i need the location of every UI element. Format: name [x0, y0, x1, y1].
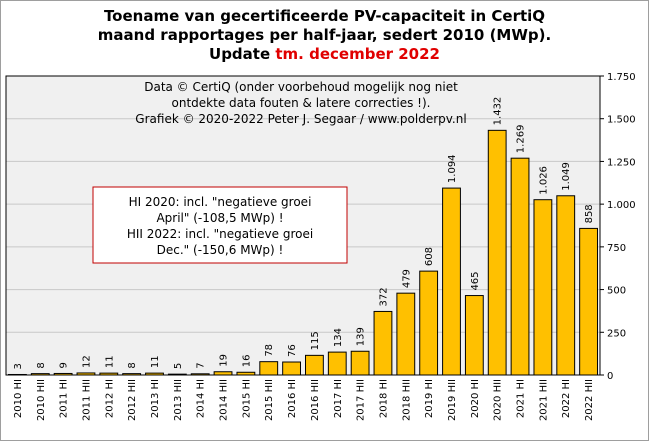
value-label: 11 — [150, 355, 161, 368]
bar — [510, 157, 530, 376]
x-tick-label: 2019 HII — [447, 379, 458, 421]
x-tick-label: 2012 HII — [127, 379, 138, 421]
note-box-line-3: HII 2022: incl. "negatieve groei — [127, 227, 313, 241]
bar — [442, 187, 461, 376]
x-tick-label: 2020 HI — [470, 379, 481, 418]
value-label: 8 — [127, 362, 138, 368]
value-label: 7 — [196, 362, 207, 368]
chart-title-line-1: Toename van gecertificeerde PV-capacitei… — [103, 7, 546, 25]
chart-title-update: Update tm. december 2022 — [0, 45, 649, 64]
x-tick-label: 2020 HII — [493, 379, 504, 421]
y-tick-label: 1.500 — [607, 115, 636, 126]
bar — [327, 351, 347, 376]
y-tick-labels: 0 250 500 750 1.000 1.250 1.500 1.750 — [607, 72, 636, 382]
plot-border — [5, 75, 601, 376]
x-tick-label: 2013 HI — [150, 379, 161, 418]
value-label: 19 — [219, 354, 230, 367]
note-box — [92, 186, 348, 264]
y-tick-label: 1.000 — [607, 200, 636, 211]
x-tick-label: 2017 HI — [333, 379, 344, 418]
annotations: Data © CertiQ (onder voorbehoud mogelijk… — [92, 80, 467, 264]
credit-line-1: Data © CertiQ (onder voorbehoud mogelijk… — [144, 80, 458, 94]
x-tick-label: 2018 HII — [401, 379, 412, 421]
bar — [556, 195, 576, 376]
bars — [8, 129, 598, 376]
bar — [579, 227, 598, 376]
x-tick-label: 2013 HII — [173, 379, 184, 421]
credit-line-3: Grafiek © 2020-2022 Peter J. Segaar / ww… — [135, 112, 466, 126]
value-label: 372 — [378, 287, 389, 306]
bar — [533, 199, 553, 376]
bar — [487, 129, 507, 376]
x-tick-label: 2021 HII — [538, 379, 549, 421]
value-label: 78 — [264, 344, 275, 357]
y-tick-label: 500 — [607, 286, 626, 297]
x-tick-label: 2015 HI — [241, 379, 252, 418]
y-tick-label: 250 — [607, 328, 626, 339]
value-label: 465 — [470, 271, 481, 290]
bar — [419, 270, 439, 376]
value-label: 16 — [241, 355, 252, 368]
value-label: 479 — [401, 269, 412, 288]
value-label: 139 — [356, 327, 367, 346]
value-label: 9 — [59, 362, 70, 368]
x-tick-label: 2015 HII — [264, 379, 275, 421]
value-label: 134 — [333, 328, 344, 347]
bar — [259, 361, 279, 376]
chart-title-line-2: maand rapportages per half-jaar, sedert … — [97, 26, 552, 44]
bar — [464, 295, 484, 376]
value-label: 608 — [424, 247, 435, 266]
x-tick-label: 2010 HII — [36, 379, 47, 421]
value-label: 3 — [13, 363, 24, 369]
bar — [282, 361, 301, 376]
x-tick-label: 2011 HII — [81, 379, 92, 421]
value-label: 1.432 — [493, 97, 504, 126]
x-tick-label: 2022 HII — [584, 379, 595, 421]
x-tick-label: 2012 HI — [104, 379, 115, 418]
x-tick-label: 2016 HI — [287, 379, 298, 418]
update-period: tm. december 2022 — [275, 45, 440, 63]
value-label: 76 — [287, 344, 298, 357]
note-box-line-1: HI 2020: incl. "negatieve groei — [129, 195, 312, 209]
y-tick-label: 1.250 — [607, 157, 636, 168]
value-label: 1.269 — [516, 125, 527, 154]
value-label: 1.094 — [447, 154, 458, 183]
x-tick-labels: 2010 HI 2010 HII 2011 HI 2011 HII 2012 HI 201… — [13, 379, 595, 421]
x-tick-label: 2014 HII — [219, 379, 230, 421]
x-tick-label: 2016 HII — [310, 379, 321, 421]
note-box-line-4: Dec." (-150,6 MWp) ! — [157, 243, 284, 257]
y-tick-label: 750 — [607, 243, 626, 254]
value-label: 1.049 — [561, 162, 572, 191]
note-box-line-2: April" (-108,5 MWp) ! — [156, 211, 283, 225]
bar — [350, 350, 370, 376]
value-label: 12 — [81, 355, 92, 368]
x-tick-label: 2022 HI — [561, 379, 572, 418]
x-tick-label: 2011 HI — [59, 379, 70, 418]
x-tick-label: 2014 HI — [196, 379, 207, 418]
value-label: 5 — [173, 363, 184, 369]
axes — [5, 75, 604, 376]
x-tick-label: 2017 HII — [356, 379, 367, 421]
bar — [373, 310, 393, 376]
credit-line-2: ontdekte data fouten & latere correcties… — [172, 96, 431, 110]
value-label: 115 — [310, 331, 321, 350]
x-tick-label: 2010 HI — [13, 379, 24, 418]
y-tick-label: 1.750 — [607, 72, 636, 83]
x-tick-label: 2018 HI — [378, 379, 389, 418]
value-label: 8 — [36, 362, 47, 368]
value-label: 1.026 — [538, 166, 549, 195]
y-tick-label: 0 — [607, 371, 613, 382]
x-tick-label: 2021 HI — [516, 379, 527, 418]
bar — [396, 292, 416, 376]
x-tick-label: 2019 HI — [424, 379, 435, 418]
bar — [305, 354, 324, 376]
value-label: 11 — [104, 355, 115, 368]
update-prefix: Update — [209, 45, 271, 63]
value-label: 858 — [584, 204, 595, 223]
